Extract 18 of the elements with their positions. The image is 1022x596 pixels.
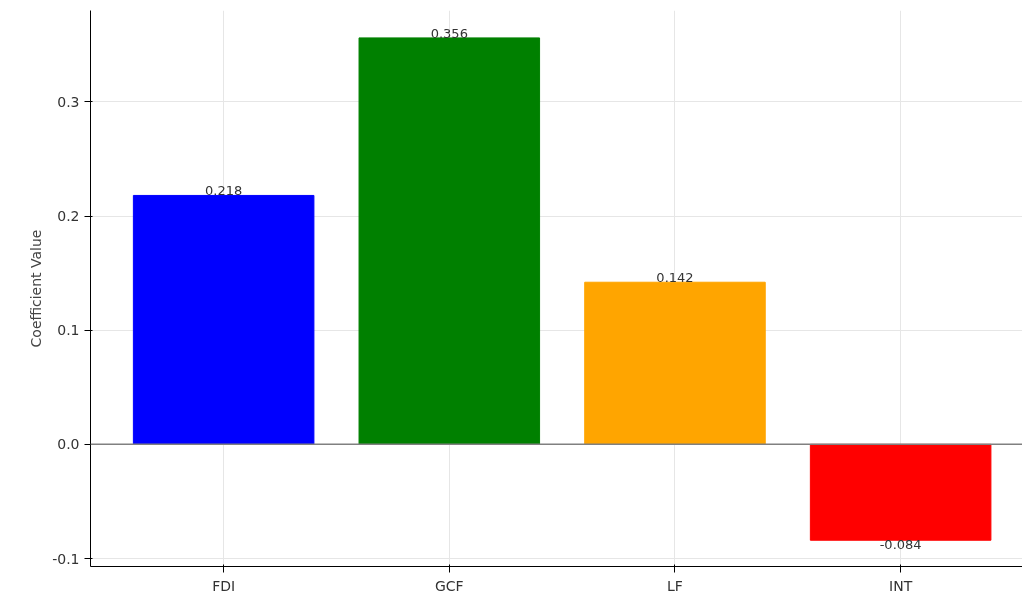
- x-tick-label: INT: [889, 577, 913, 594]
- y-tick-label: 0.0: [57, 436, 80, 453]
- bar: [132, 194, 315, 445]
- data-label: 0.142: [656, 270, 694, 286]
- data-label: 0.356: [430, 25, 468, 41]
- bar: [809, 443, 992, 541]
- data-label: 0.218: [205, 183, 243, 199]
- x-tick-label: LF: [667, 577, 683, 594]
- y-tick-label: -0.1: [52, 550, 80, 567]
- y-tick-label: 0.2: [57, 208, 80, 224]
- bar: [358, 37, 541, 445]
- x-tick-label: GCF: [434, 577, 464, 594]
- data-label: -0.084: [879, 537, 922, 553]
- y-axis-title: Coefficient Value: [28, 229, 45, 348]
- y-tick-label: 0.1: [57, 322, 80, 339]
- x-tick-label: FDI: [212, 577, 236, 594]
- y-tick-label: 0.3: [57, 93, 80, 110]
- bar: [584, 281, 766, 445]
